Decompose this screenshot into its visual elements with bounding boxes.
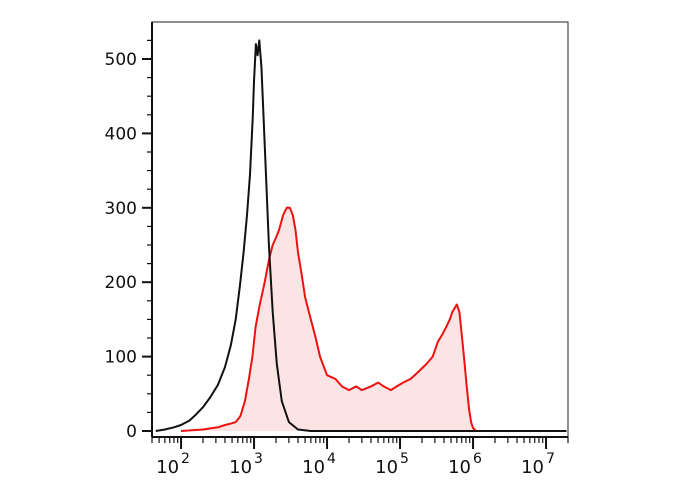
x-tick-exponent: 5 [400, 451, 409, 467]
x-tick-label: 10 [448, 457, 471, 478]
series-1-line [180, 206, 567, 432]
y-tick-label: 300 [105, 199, 137, 219]
plot-frame [151, 21, 569, 438]
x-tick-exponent: 7 [546, 451, 555, 467]
y-tick-label: 100 [105, 348, 137, 368]
y-tick-label: 0 [126, 422, 137, 442]
x-tick-exponent: 6 [473, 451, 482, 467]
series-0-line [155, 39, 567, 432]
x-tick-label: 10 [375, 457, 398, 478]
y-tick-label: 500 [105, 50, 137, 70]
x-axis: 10 2 10 3 10 4 10 5 10 6 10 7 [151, 436, 569, 478]
x-tick-label: 10 [156, 457, 179, 478]
x-tick-exponent: 3 [254, 451, 263, 467]
x-tick-label: 10 [229, 457, 252, 478]
x-tick-exponent: 2 [181, 451, 190, 467]
x-tick-label: 10 [521, 457, 544, 478]
series-layer [155, 39, 567, 432]
y-tick-label: 200 [105, 273, 137, 293]
y-tick-label: 400 [105, 124, 137, 144]
x-tick-exponent: 4 [327, 451, 336, 467]
y-axis: 0 100 200 300 400 500 [105, 22, 153, 442]
series-1-area [181, 207, 567, 431]
x-tick-label: 10 [302, 457, 325, 478]
